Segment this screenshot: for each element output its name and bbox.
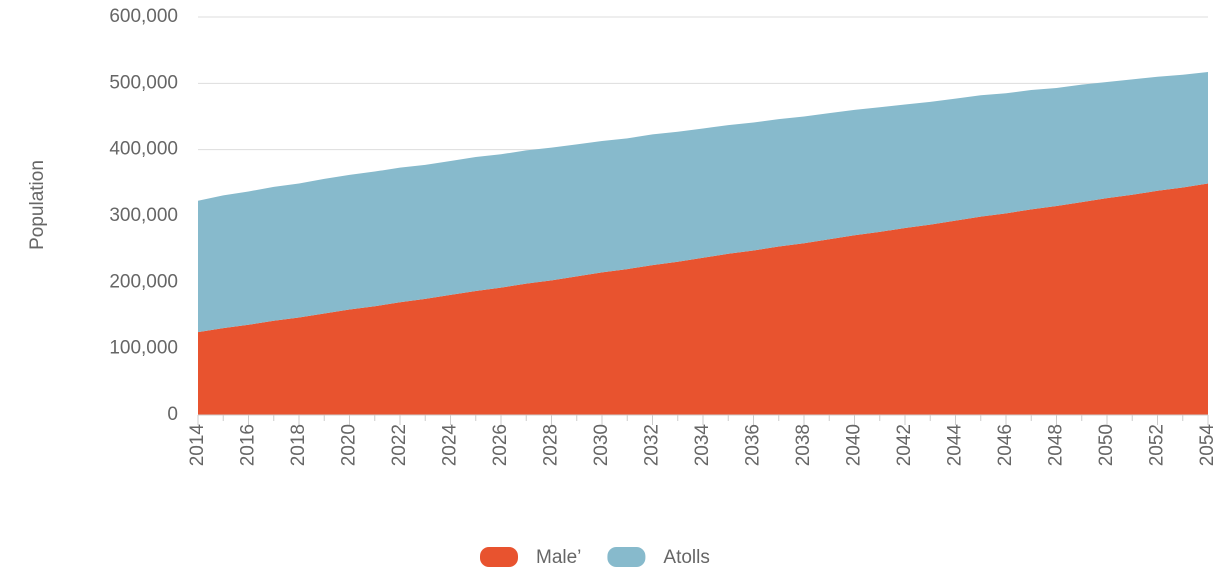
x-tick-label: 2026 <box>490 424 511 466</box>
x-tick-label: 2020 <box>339 424 360 466</box>
y-tick-label: 200,000 <box>109 271 178 292</box>
x-tick-label: 2018 <box>288 424 309 466</box>
x-tick-label: 2048 <box>1046 424 1067 466</box>
x-tick-label: 2032 <box>642 424 663 466</box>
y-axis-label: Population <box>27 160 48 250</box>
y-tick-label: 600,000 <box>109 6 178 27</box>
legend-label: Atolls <box>663 547 709 568</box>
y-tick-label: 0 <box>167 404 178 425</box>
x-tick-label: 2050 <box>1096 424 1117 466</box>
x-tick-label: 2016 <box>238 424 259 466</box>
x-tick-label: 2054 <box>1197 424 1218 467</box>
legend-swatch <box>607 547 646 567</box>
x-tick-label: 2040 <box>844 424 865 466</box>
x-tick-label: 2034 <box>692 424 713 467</box>
area <box>198 72 1208 333</box>
x-tick-label: 2052 <box>1147 424 1168 466</box>
x-tick-label: 2038 <box>793 424 814 466</box>
y-tick-label: 500,000 <box>109 72 178 93</box>
legend-swatch <box>480 547 518 567</box>
x-tick-label: 2046 <box>995 424 1016 466</box>
x-tick-label: 2044 <box>945 424 966 467</box>
x-tick-label: 2028 <box>541 424 562 466</box>
y-tick-label: 300,000 <box>109 205 178 226</box>
x-tick-label: 2014 <box>187 424 208 467</box>
y-tick-label: 400,000 <box>109 139 178 160</box>
x-tick-label: 2036 <box>743 424 764 466</box>
x-tick-label: 2024 <box>440 424 461 467</box>
x-tick-label: 2030 <box>591 424 612 466</box>
x-tick-label: 2022 <box>389 424 410 466</box>
y-tick-label: 100,000 <box>109 338 178 359</box>
area <box>198 183 1208 415</box>
legend-label: Male’ <box>536 547 581 568</box>
x-tick-label: 2042 <box>894 424 915 466</box>
